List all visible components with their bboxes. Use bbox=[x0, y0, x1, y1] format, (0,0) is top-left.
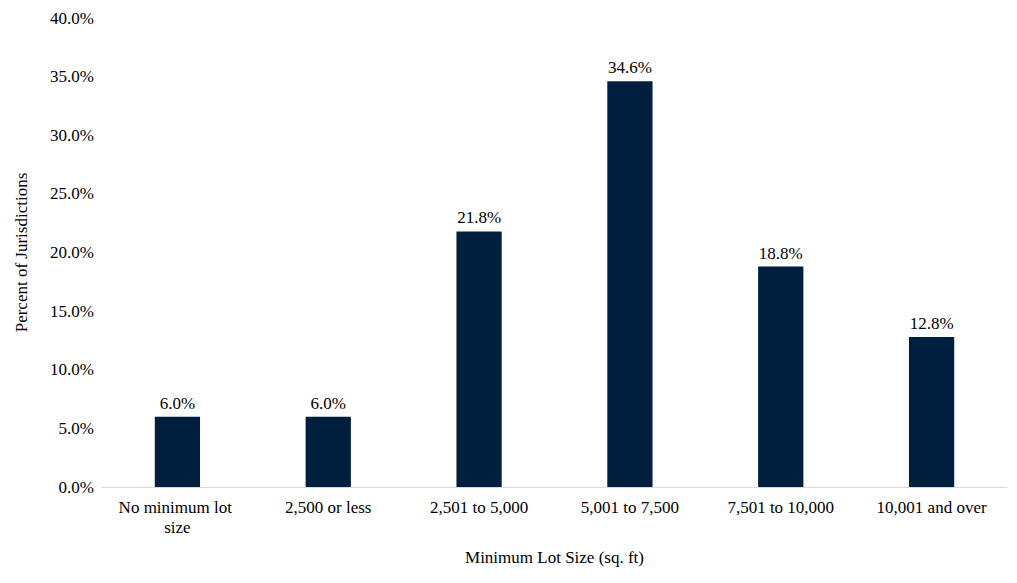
svg-text:20.0%: 20.0% bbox=[50, 243, 94, 262]
svg-text:6.0%: 6.0% bbox=[160, 394, 195, 413]
svg-text:Percent of Jurisdictions: Percent of Jurisdictions bbox=[12, 173, 31, 333]
svg-text:40.0%: 40.0% bbox=[50, 9, 94, 28]
svg-text:21.8%: 21.8% bbox=[457, 208, 501, 227]
svg-text:10.0%: 10.0% bbox=[50, 360, 94, 379]
svg-text:35.0%: 35.0% bbox=[50, 67, 94, 86]
svg-text:34.6%: 34.6% bbox=[608, 58, 652, 77]
svg-text:5.0%: 5.0% bbox=[59, 419, 94, 438]
svg-text:5,001 to 7,500: 5,001 to 7,500 bbox=[581, 498, 679, 517]
svg-text:18.8%: 18.8% bbox=[759, 244, 803, 263]
svg-text:30.0%: 30.0% bbox=[50, 126, 94, 145]
svg-text:10,001 and over: 10,001 and over bbox=[877, 498, 987, 517]
svg-text:7,501 to 10,000: 7,501 to 10,000 bbox=[727, 498, 834, 517]
svg-text:6.0%: 6.0% bbox=[311, 394, 346, 413]
svg-text:2,501 to 5,000: 2,501 to 5,000 bbox=[430, 498, 528, 517]
svg-text:25.0%: 25.0% bbox=[50, 184, 94, 203]
svg-text:15.0%: 15.0% bbox=[50, 302, 94, 321]
svg-text:No minimum lot: No minimum lot bbox=[119, 498, 237, 517]
svg-text:Minimum Lot Size (sq. ft): Minimum Lot Size (sq. ft) bbox=[465, 548, 644, 567]
svg-text:0.0%: 0.0% bbox=[59, 478, 94, 497]
svg-text:12.8%: 12.8% bbox=[910, 314, 954, 333]
svg-text:size: size bbox=[164, 518, 190, 537]
svg-text:2,500 or less: 2,500 or less bbox=[285, 498, 371, 517]
